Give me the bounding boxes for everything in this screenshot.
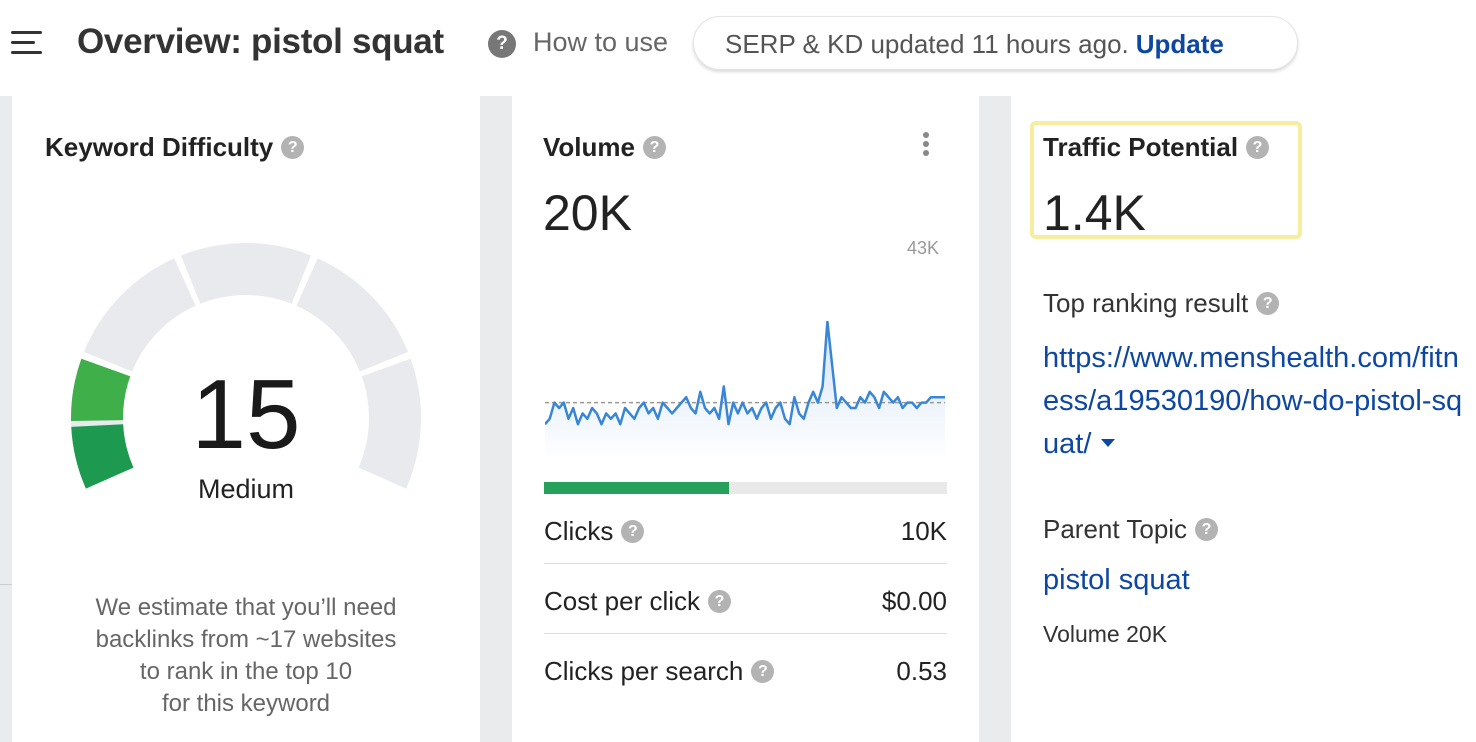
traffic-potential-card: Traffic Potential? 1.4K Top ranking resu… bbox=[1011, 96, 1476, 742]
gauge-fill bbox=[71, 424, 134, 489]
more-options-icon[interactable] bbox=[923, 132, 933, 159]
gauge-segment bbox=[83, 258, 196, 372]
parent-topic-label: Parent Topic? bbox=[1043, 514, 1219, 545]
question-icon[interactable]: ? bbox=[1246, 135, 1270, 159]
serp-status-pill: SERP & KD updated 11 hours ago. Update bbox=[693, 16, 1298, 70]
volume-title: Volume? bbox=[543, 132, 666, 163]
difficulty-gauge bbox=[70, 243, 421, 489]
stat-value: 10K bbox=[900, 516, 947, 546]
gauge-segment bbox=[296, 258, 409, 372]
question-icon[interactable]: ? bbox=[751, 659, 775, 683]
divider bbox=[544, 633, 947, 634]
menu-icon[interactable] bbox=[11, 31, 43, 55]
divider bbox=[544, 563, 947, 564]
parent-topic-link[interactable]: pistol squat bbox=[1043, 564, 1190, 596]
traffic-potential-title: Traffic Potential? bbox=[1043, 132, 1270, 163]
clicks-share-bar bbox=[544, 482, 947, 494]
update-button[interactable]: Update bbox=[1135, 29, 1224, 59]
difficulty-note: We estimate that you’ll need backlinks f… bbox=[95, 594, 397, 717]
volume-trend-chart bbox=[545, 321, 945, 461]
volume-line bbox=[545, 321, 945, 426]
question-icon[interactable]: ? bbox=[281, 135, 305, 159]
stat-value: $0.00 bbox=[881, 586, 947, 616]
keyword-difficulty-title: Keyword Difficulty? bbox=[45, 132, 305, 163]
gauge-segment bbox=[181, 243, 311, 304]
gauge-fill bbox=[71, 358, 131, 422]
difficulty-score: 15 bbox=[191, 359, 301, 469]
parent-topic-volume: Volume 20K bbox=[1043, 621, 1168, 647]
stat-value: 0.53 bbox=[896, 656, 947, 686]
stat-label: Cost per click bbox=[544, 586, 701, 616]
volume-area bbox=[545, 321, 945, 461]
question-icon[interactable]: ? bbox=[621, 519, 645, 543]
top-bar: Overview: pistol squat ? How to use SERP… bbox=[0, 0, 1476, 96]
help-icon[interactable]: ? bbox=[488, 30, 516, 58]
stat-row-clicks-per-search: Clicks per search? 0.53 bbox=[544, 634, 947, 704]
divider bbox=[0, 584, 12, 585]
stat-row-cost-per-click: Cost per click? $0.00 bbox=[544, 564, 947, 634]
stat-row-clicks: Clicks? 10K bbox=[544, 494, 947, 564]
volume-card: Volume? 20K 43K Clicks? 10K Cost per cli… bbox=[512, 96, 979, 742]
keyword-difficulty-card: Keyword Difficulty? 15 Medium We estimat… bbox=[0, 96, 480, 742]
serp-status-text: SERP & KD updated 11 hours ago. bbox=[725, 29, 1129, 59]
chart-max-label: 43K bbox=[907, 238, 940, 258]
stat-label: Clicks per search bbox=[544, 656, 744, 686]
how-to-use-link[interactable]: How to use bbox=[533, 27, 669, 57]
gauge-segment bbox=[358, 358, 421, 489]
stat-label: Clicks bbox=[544, 516, 614, 546]
difficulty-level: Medium bbox=[197, 474, 295, 504]
question-icon[interactable]: ? bbox=[1195, 517, 1219, 541]
volume-value: 20K bbox=[543, 185, 632, 241]
traffic-potential-value: 1.4K bbox=[1043, 185, 1146, 241]
top-ranking-result-link[interactable]: https://www.menshealth.com/fitness/a1953… bbox=[1043, 342, 1463, 460]
question-icon[interactable]: ? bbox=[642, 135, 666, 159]
caret-down-icon[interactable] bbox=[1101, 439, 1116, 448]
top-ranking-result-label: Top ranking result? bbox=[1043, 288, 1280, 319]
page-title: Overview: pistol squat bbox=[77, 22, 444, 61]
traffic-potential-highlight bbox=[1030, 121, 1302, 239]
question-icon[interactable]: ? bbox=[708, 589, 732, 613]
question-icon[interactable]: ? bbox=[1256, 291, 1280, 315]
